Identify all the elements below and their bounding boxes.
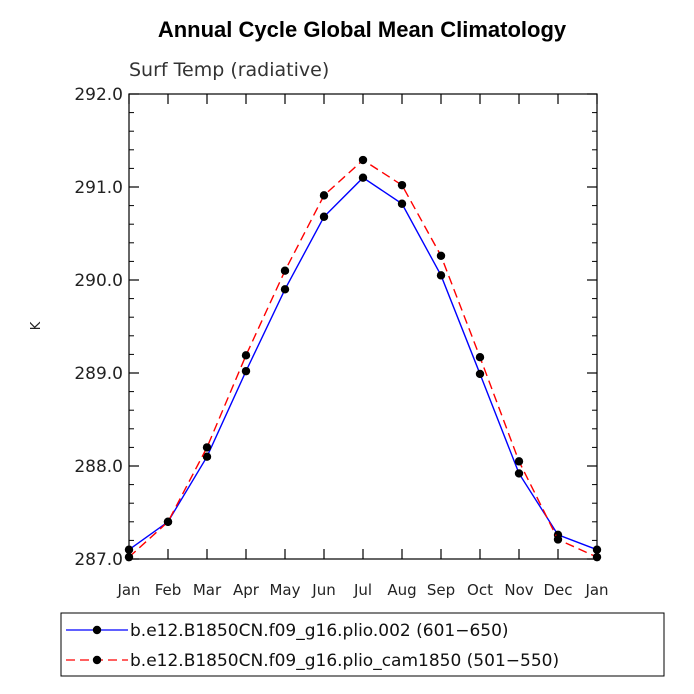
data-point-s2-jan-0 — [124, 552, 134, 562]
data-point-s2-may-4 — [280, 266, 290, 275]
xtick-label: Sep — [427, 581, 455, 599]
xtick-label: Jul — [353, 581, 372, 599]
series-group — [124, 155, 602, 562]
data-point-s1-mar-2 — [202, 452, 212, 461]
xtick-label: Jan — [116, 581, 140, 599]
xtick-label: Dec — [543, 581, 572, 599]
xtick-label: Aug — [387, 581, 416, 599]
ytick-label: 292.0 — [74, 85, 123, 105]
series-line-1 — [128, 176, 598, 551]
xtick-label: Oct — [467, 581, 493, 599]
data-point-s2-dec-11 — [553, 535, 563, 544]
legend-entry-1: b.e12.B1850CN.f09_g16.plio.002 (601−650) — [66, 621, 509, 641]
legend-entry-2: b.e12.B1850CN.f09_g16.plio_cam1850 (501−… — [66, 651, 559, 671]
xtick-label: Feb — [155, 581, 182, 599]
data-point-s1-nov-10 — [514, 469, 524, 478]
data-point-s2-sep-8 — [436, 251, 446, 261]
ytick-label: 289.0 — [74, 364, 123, 384]
chart-subtitle: Surf Temp (radiative) — [129, 59, 329, 81]
xtick-label: Nov — [504, 581, 533, 599]
data-point-s2-feb-1 — [163, 517, 173, 526]
data-point-s1-jun-5 — [319, 212, 329, 221]
legend-marker-1 — [92, 625, 102, 635]
data-point-s2-apr-3 — [241, 351, 251, 360]
legend-marker-2 — [92, 655, 102, 665]
xtick-label: Mar — [193, 581, 222, 599]
xtick-label: Jun — [311, 581, 335, 599]
ytick-label: 291.0 — [74, 178, 123, 198]
data-point-s2-jan-12 — [592, 552, 602, 562]
axis-ticks: 287.0 288.0 289.0 290.0 291.0 292.0 Jan Feb Mar A… — [74, 85, 608, 599]
data-point-s1-oct-9 — [475, 369, 485, 379]
data-point-s1-may-4 — [280, 285, 290, 294]
ytick-label: 288.0 — [74, 457, 123, 477]
y-axis-label: K — [29, 321, 44, 330]
ytick-label: 290.0 — [74, 271, 123, 291]
data-point-s1-aug-7 — [397, 199, 407, 208]
xtick-label: May — [269, 581, 300, 599]
data-point-s2-aug-7 — [397, 180, 407, 190]
data-point-s1-sep-8 — [436, 271, 446, 280]
xtick-label: Apr — [233, 581, 260, 599]
chart-title: Annual Cycle Global Mean Climatology — [158, 17, 567, 42]
data-point-s2-jun-5 — [319, 191, 329, 200]
data-point-s1-jan-0 — [124, 545, 134, 554]
data-point-s2-nov-10 — [514, 457, 524, 466]
legend: b.e12.B1850CN.f09_g16.plio.002 (601−650)… — [60, 612, 665, 677]
data-point-s1-apr-3 — [241, 366, 251, 376]
legend-label-1: b.e12.B1850CN.f09_g16.plio.002 (601−650) — [130, 621, 509, 641]
ytick-label: 287.0 — [74, 550, 123, 570]
data-point-s2-oct-9 — [475, 352, 485, 362]
series-line-2 — [128, 159, 598, 558]
xtick-label: Jan — [584, 581, 608, 599]
legend-label-2: b.e12.B1850CN.f09_g16.plio_cam1850 (501−… — [130, 651, 559, 671]
data-point-s2-jul-6 — [358, 155, 368, 165]
legend-box — [60, 612, 665, 677]
data-point-s1-jul-6 — [358, 173, 368, 182]
data-point-s2-mar-2 — [202, 443, 212, 452]
data-point-s1-jan-12 — [592, 545, 602, 554]
